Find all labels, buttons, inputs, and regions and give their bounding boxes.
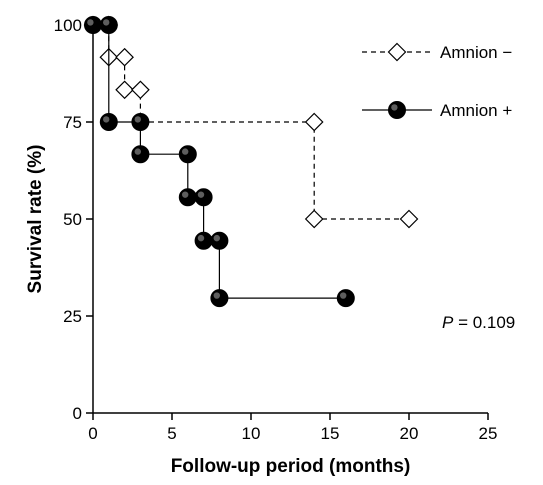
x-tick-label: 20 bbox=[400, 424, 419, 443]
data-point-circle-highlight bbox=[103, 116, 110, 123]
data-point-diamond bbox=[387, 42, 407, 62]
data-point-diamond bbox=[304, 112, 324, 132]
legend-label: Amnion + bbox=[440, 101, 512, 120]
data-point-diamond bbox=[115, 47, 134, 67]
series-layer bbox=[83, 15, 419, 308]
data-point-circle-highlight bbox=[87, 19, 94, 26]
data-point-circle-highlight bbox=[182, 191, 189, 198]
data-point-circle bbox=[178, 188, 197, 207]
x-tick-label: 0 bbox=[88, 424, 97, 443]
data-point-circle-body bbox=[84, 16, 102, 34]
data-point-circle bbox=[99, 16, 118, 34]
y-tick-label: 75 bbox=[63, 113, 82, 132]
x-tick-label: 15 bbox=[321, 424, 340, 443]
data-point-circle-body bbox=[131, 145, 150, 164]
legend-label: Amnion − bbox=[440, 43, 512, 62]
p-value: = 0.109 bbox=[453, 313, 515, 332]
data-point-circle-body bbox=[210, 289, 229, 308]
data-point-diamond bbox=[115, 80, 134, 100]
data-point-circle bbox=[99, 113, 118, 131]
p-label: P bbox=[442, 313, 454, 332]
data-point-circle bbox=[388, 101, 406, 119]
series-markers bbox=[84, 16, 355, 308]
axes: 0 25 50 75 100 0 5 10 15 20 25 bbox=[54, 16, 498, 443]
data-point-circle-highlight bbox=[134, 148, 141, 155]
data-point-circle bbox=[210, 289, 229, 308]
data-point-circle-body bbox=[210, 231, 229, 250]
data-point-circle-highlight bbox=[197, 234, 205, 242]
data-point-circle-highlight bbox=[213, 234, 220, 242]
p-value-annotation: P = 0.109 bbox=[442, 313, 515, 332]
data-point-circle-body bbox=[99, 16, 118, 34]
x-ticks: 0 5 10 15 20 25 bbox=[88, 413, 497, 443]
data-point-circle bbox=[84, 16, 102, 34]
y-axis-title: Survival rate (%) bbox=[25, 145, 46, 294]
data-point-circle-body bbox=[336, 289, 355, 308]
data-point-circle-body bbox=[99, 113, 118, 131]
data-point-circle-body bbox=[194, 231, 213, 250]
data-point-diamond bbox=[399, 209, 419, 229]
legend-item: Amnion − bbox=[362, 42, 512, 62]
series-line bbox=[93, 24, 346, 299]
data-point-circle bbox=[336, 289, 355, 308]
x-tick-label: 25 bbox=[479, 424, 498, 443]
data-point-circle-highlight bbox=[213, 292, 220, 299]
data-point-circle-highlight bbox=[182, 148, 189, 155]
data-point-diamond bbox=[131, 80, 150, 100]
y-tick-label: 50 bbox=[63, 210, 82, 229]
series-amnion-positive bbox=[84, 16, 355, 308]
data-point-circle-body bbox=[178, 145, 197, 164]
x-axis-title: Follow-up period (months) bbox=[171, 456, 411, 477]
x-tick-label: 10 bbox=[242, 424, 261, 443]
y-ticks: 0 25 50 75 100 bbox=[54, 16, 93, 423]
y-tick-label: 0 bbox=[73, 404, 82, 423]
data-point-circle-body bbox=[388, 101, 406, 119]
data-point-circle bbox=[194, 188, 213, 207]
data-point-diamond bbox=[304, 209, 324, 229]
data-point-circle-highlight bbox=[134, 116, 141, 123]
data-point-circle bbox=[210, 231, 229, 250]
data-point-circle bbox=[194, 231, 213, 250]
x-tick-label: 5 bbox=[167, 424, 176, 443]
legend-item: Amnion + bbox=[362, 101, 512, 120]
data-point-circle-body bbox=[194, 188, 213, 207]
data-point-circle bbox=[131, 113, 150, 131]
y-tick-label: 100 bbox=[54, 16, 82, 35]
data-point-circle bbox=[131, 145, 150, 164]
data-point-circle bbox=[178, 145, 197, 164]
data-point-circle-body bbox=[131, 113, 150, 131]
data-point-circle-body bbox=[178, 188, 197, 207]
data-point-circle-highlight bbox=[197, 191, 205, 198]
y-tick-label: 25 bbox=[63, 307, 82, 326]
legend: Amnion − Amnion + bbox=[362, 42, 512, 120]
data-point-circle-highlight bbox=[340, 292, 347, 299]
data-point-circle-highlight bbox=[103, 19, 110, 26]
data-point-circle-highlight bbox=[391, 104, 398, 111]
